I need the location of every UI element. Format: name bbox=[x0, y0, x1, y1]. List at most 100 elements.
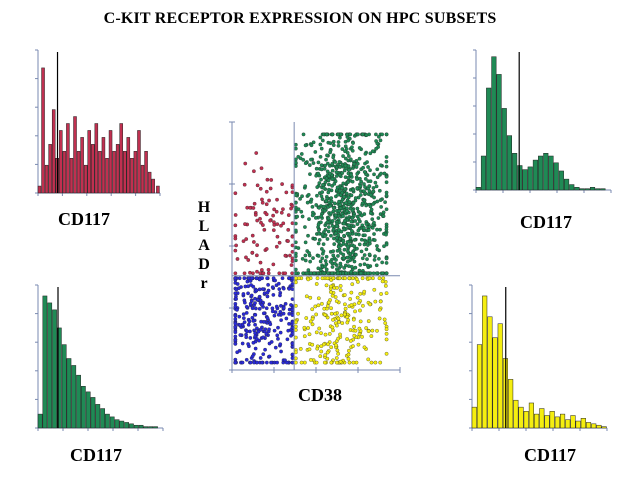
scatter-point bbox=[338, 135, 342, 140]
scatter-point bbox=[283, 271, 288, 276]
histogram-bar bbox=[497, 323, 503, 429]
scatter-point bbox=[348, 236, 353, 241]
scatter-point bbox=[329, 311, 334, 316]
scatter-point bbox=[336, 254, 340, 258]
scatter-point bbox=[352, 244, 357, 249]
scatter-point bbox=[271, 213, 275, 218]
scatter-point bbox=[352, 333, 357, 338]
scatter-point bbox=[384, 337, 389, 342]
scatter-point bbox=[340, 321, 345, 325]
scatter-point bbox=[350, 179, 355, 184]
scatter-point bbox=[366, 271, 371, 276]
scatter-point bbox=[365, 263, 370, 268]
scatter-point bbox=[331, 249, 336, 254]
scatter-point bbox=[276, 325, 280, 330]
scatter-point bbox=[321, 242, 326, 246]
scatter-point bbox=[372, 232, 376, 236]
scatter-point bbox=[281, 306, 286, 310]
histogram-bar bbox=[69, 158, 74, 194]
histogram-bar bbox=[595, 188, 601, 191]
scatter-point bbox=[259, 319, 263, 324]
scatter-point bbox=[313, 236, 318, 241]
scatter-point bbox=[275, 234, 280, 239]
scatter-point bbox=[338, 202, 343, 207]
scatter-point bbox=[384, 232, 388, 237]
scatter-point bbox=[384, 291, 389, 296]
scatter-point bbox=[332, 201, 337, 206]
histogram-bar bbox=[105, 413, 110, 429]
scatter-point bbox=[353, 328, 358, 333]
scatter-point bbox=[325, 220, 330, 225]
scatter-point bbox=[316, 266, 321, 271]
scatter-point bbox=[334, 343, 338, 348]
scatter-point bbox=[314, 203, 319, 207]
scatter-point bbox=[354, 232, 358, 236]
scatter-point bbox=[358, 291, 363, 296]
scatter-point bbox=[233, 338, 238, 342]
scatter-point bbox=[345, 209, 349, 213]
scatter-point bbox=[352, 238, 357, 242]
scatter-point bbox=[303, 161, 308, 166]
histogram-bar bbox=[140, 164, 145, 194]
scatter-point bbox=[316, 241, 321, 246]
histogram-bar bbox=[522, 169, 528, 191]
scatter-point bbox=[366, 165, 370, 169]
scatter-point bbox=[233, 276, 238, 281]
scatter-point bbox=[339, 229, 344, 234]
histogram-bar bbox=[87, 130, 91, 194]
histogram-bar bbox=[534, 413, 540, 429]
scatter-point bbox=[336, 244, 341, 249]
histogram-bar bbox=[95, 404, 101, 429]
scatter-point bbox=[252, 169, 256, 174]
scatter-point bbox=[250, 306, 255, 311]
scatter-point bbox=[329, 233, 333, 238]
scatter-point bbox=[273, 345, 278, 350]
scatter-point bbox=[375, 227, 379, 232]
scatter-point bbox=[233, 360, 238, 365]
scatter-point bbox=[335, 271, 340, 276]
scatter-point bbox=[324, 267, 329, 272]
scatter-point bbox=[253, 346, 258, 351]
scatter-point bbox=[320, 251, 325, 256]
scatter-point bbox=[248, 329, 252, 334]
scatter-point bbox=[296, 246, 301, 250]
scatter-point bbox=[317, 205, 321, 210]
scatter-point bbox=[366, 357, 371, 362]
x-axis-label-bottom-right: CD117 bbox=[524, 445, 577, 465]
scatter-point bbox=[276, 336, 280, 341]
scatter-point bbox=[255, 183, 260, 188]
scatter-point bbox=[375, 244, 379, 248]
scatter-point bbox=[368, 179, 373, 184]
histogram-bar bbox=[482, 295, 488, 429]
scatter-point bbox=[384, 180, 389, 185]
scatter-point bbox=[362, 289, 367, 294]
scatter-point bbox=[335, 248, 340, 253]
scatter-point bbox=[360, 334, 364, 339]
histogram-bar bbox=[66, 123, 70, 194]
scatter-point bbox=[287, 311, 292, 316]
scatter-point bbox=[358, 193, 363, 197]
scatter-point bbox=[363, 177, 368, 181]
scatter-point bbox=[241, 316, 246, 320]
scatter-point bbox=[315, 193, 319, 198]
scatter-point bbox=[289, 303, 293, 307]
scatter-point bbox=[276, 281, 281, 286]
scatter-point bbox=[272, 220, 276, 225]
histogram-bar bbox=[66, 358, 72, 429]
scatter-point bbox=[323, 259, 328, 263]
histogram-bar bbox=[112, 151, 116, 194]
scatter-point bbox=[322, 271, 327, 276]
scatter-point bbox=[346, 180, 350, 185]
scatter-point bbox=[336, 233, 341, 238]
scatter-point bbox=[319, 331, 323, 336]
scatter-point bbox=[324, 132, 329, 137]
scatter-point bbox=[375, 167, 380, 172]
scatter-point bbox=[384, 271, 389, 276]
scatter-point bbox=[371, 202, 376, 206]
scatter-point bbox=[377, 188, 382, 193]
scatter-point bbox=[273, 278, 277, 283]
scatter-point bbox=[320, 276, 325, 281]
scatter-point bbox=[284, 316, 289, 321]
histogram-bar bbox=[575, 420, 581, 429]
scatter-point bbox=[272, 313, 277, 318]
